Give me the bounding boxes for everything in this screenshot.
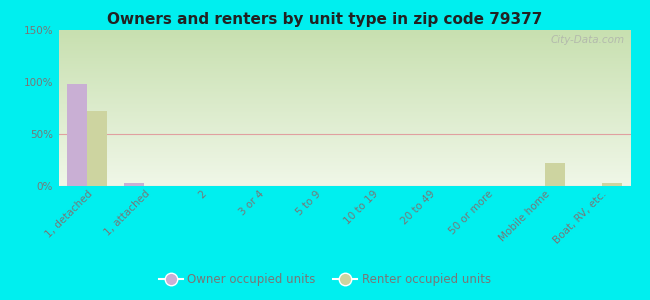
Bar <box>545 163 565 186</box>
Text: City-Data.com: City-Data.com <box>551 35 625 45</box>
Bar <box>87 111 107 186</box>
Text: Owners and renters by unit type in zip code 79377: Owners and renters by unit type in zip c… <box>107 12 543 27</box>
Bar <box>602 183 622 186</box>
Bar <box>67 84 87 186</box>
Bar <box>124 183 144 186</box>
Legend: Owner occupied units, Renter occupied units: Owner occupied units, Renter occupied un… <box>154 269 496 291</box>
